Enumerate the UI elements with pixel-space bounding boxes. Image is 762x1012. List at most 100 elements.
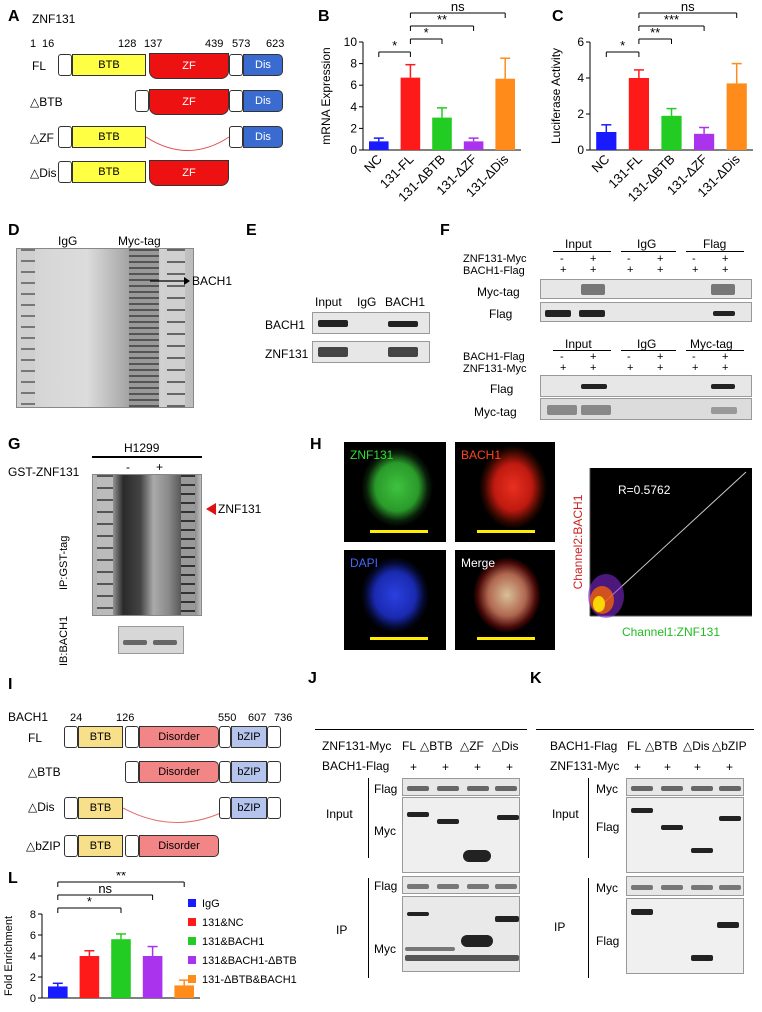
bar [142, 956, 163, 998]
panel-label-d: D [8, 222, 20, 239]
significance-label: ns [98, 881, 112, 896]
panel-label-c: C [552, 8, 564, 25]
sign-label: + [590, 351, 597, 363]
sign-label: + [692, 362, 699, 374]
row-label: Myc [596, 881, 618, 895]
btb-domain: BTB [78, 835, 123, 857]
sign-label: + [474, 760, 482, 774]
cap-domain [125, 835, 139, 857]
zf-domain: ZF [149, 160, 229, 186]
bar [432, 117, 452, 150]
deletion-arc [146, 136, 230, 151]
row-label: Myc-tag [474, 405, 517, 419]
row-label: Flag [374, 782, 398, 796]
y-tick-label: 6 [30, 930, 36, 942]
y-tick-label: 2 [350, 121, 357, 135]
y-tick-label: 0 [577, 143, 584, 157]
blot-strip [402, 778, 520, 796]
significance-label: * [87, 894, 92, 909]
lane-label: △Dis [492, 739, 519, 753]
sign-label: + [722, 264, 729, 276]
sign-label: + [692, 264, 699, 276]
bar [48, 986, 68, 998]
bar [174, 985, 194, 998]
y-axis-label: Fold Enrichment [3, 916, 15, 996]
bzip-domain: bZIP [231, 726, 267, 748]
significance-label: ** [650, 25, 660, 40]
sign-label: + [694, 760, 702, 774]
disorder-domain: Disorder [139, 761, 219, 783]
blot-strip [402, 896, 520, 972]
silver-stain-gel [16, 248, 194, 408]
significance-label: * [392, 38, 397, 53]
cap-domain [219, 797, 231, 819]
row-label: Myc [596, 782, 618, 796]
panel-label-g: G [8, 436, 21, 453]
condition-label: BACH1-Flag [550, 739, 618, 753]
cap-domain [125, 726, 139, 748]
chart-l: 0 2 4 6 8 Fold Enrichment * ns ** IgG 131&NC 131&BA… [3, 872, 297, 1005]
significance-label: ns [451, 0, 465, 14]
significance-label: ** [437, 12, 447, 27]
x-axis-label: Channel1:ZNF131 [622, 625, 720, 639]
cap-domain [64, 835, 78, 857]
blot-strip [402, 797, 520, 873]
condition-label: BACH1-Flag [322, 759, 390, 773]
tile-label: Merge [461, 556, 496, 570]
sign-label: + [657, 351, 664, 363]
cap-domain [267, 761, 281, 783]
group-label: Input [552, 807, 579, 821]
legend-swatch [188, 899, 196, 907]
legend-label: 131&BACH1 [202, 936, 264, 948]
panel-label-i: I [8, 676, 13, 693]
significance-label: * [424, 25, 429, 40]
row-label: Myc [374, 942, 396, 956]
blot-strip [540, 279, 752, 299]
zf-domain: ZF [149, 53, 229, 79]
silver-stain-gel [92, 474, 202, 616]
sign-label: - [692, 351, 696, 363]
sign-label: + [722, 362, 729, 374]
lane-label: Myc-tag [118, 234, 161, 248]
pos-label: 573 [232, 38, 251, 50]
triangle-marker-icon [206, 503, 216, 515]
y-tick-label: 0 [30, 993, 36, 1005]
bar [726, 83, 747, 150]
blot-strip [626, 778, 744, 796]
cell-line-label: H1299 [124, 441, 160, 455]
sign-label: - [126, 460, 130, 474]
bar [661, 115, 682, 150]
arrow-icon [150, 277, 190, 285]
y-tick-label: 0 [350, 143, 357, 157]
y-tick-label: 8 [350, 57, 357, 71]
construct-label: △ZF [30, 131, 54, 145]
sign-label: + [506, 760, 514, 774]
panel-label-a: A [8, 8, 20, 25]
tile-label: BACH1 [461, 448, 502, 462]
btb-domain: BTB [72, 126, 146, 148]
legend-swatch [188, 975, 196, 983]
blot-strip [312, 341, 430, 363]
legend-swatch [188, 937, 196, 945]
condition-label: BACH1-Flag [463, 351, 525, 363]
y-axis-label: mRNA Expression [319, 47, 333, 144]
cap-domain [125, 761, 139, 783]
sign-label: + [634, 760, 642, 774]
legend-swatch [188, 918, 196, 926]
sign-label: - [560, 253, 564, 265]
sign-label: + [590, 362, 597, 374]
btb-domain: BTB [78, 797, 123, 819]
cap-domain [135, 90, 149, 112]
y-tick-label: 8 [30, 909, 36, 921]
panel-a-title: ZNF131 [32, 12, 76, 26]
znf131-tile [344, 442, 446, 542]
blot-strip [540, 302, 752, 322]
row-label: Flag [489, 307, 513, 321]
sign-label: + [664, 760, 672, 774]
lane-label: △ZF [460, 739, 484, 753]
bar [400, 77, 421, 150]
sign-label: + [726, 760, 734, 774]
bzip-domain: bZIP [231, 761, 267, 783]
blot-strip [540, 398, 752, 420]
